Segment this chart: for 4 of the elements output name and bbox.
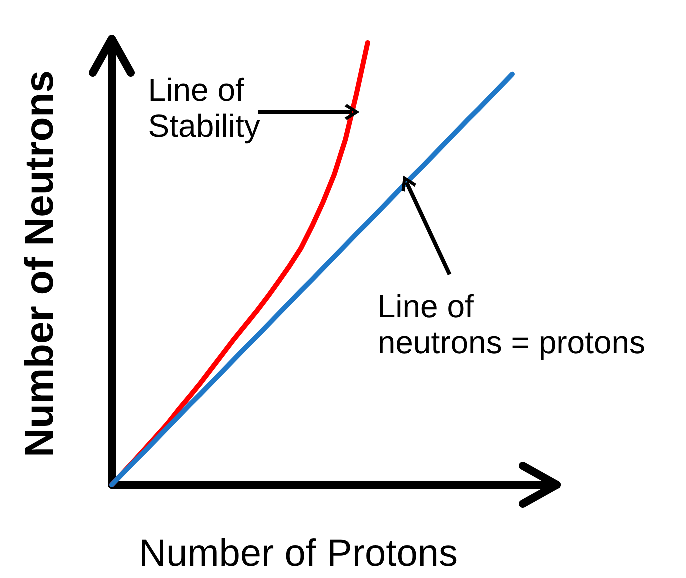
x-axis-title: Number of Protons: [139, 533, 458, 575]
annotation: Line of Stability: [148, 72, 260, 144]
y-axis-title: Number of Neutrons: [18, 70, 62, 458]
annotation: Line of neutrons = protons: [378, 288, 646, 361]
